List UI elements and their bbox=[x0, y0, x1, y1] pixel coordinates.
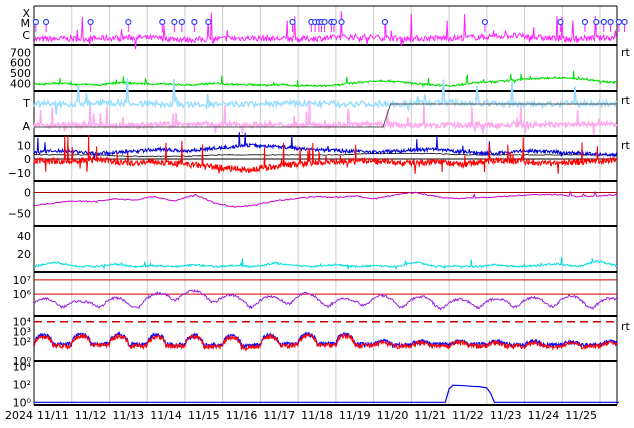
y-tick-label: X bbox=[22, 7, 30, 20]
xray-series-line bbox=[33, 11, 618, 50]
x-tick-label: 11/12 bbox=[75, 409, 107, 422]
high-energy-proton-line bbox=[34, 384, 619, 403]
flare-marker bbox=[615, 18, 622, 26]
y-tick-label: 10³ bbox=[13, 326, 31, 339]
flare-marker bbox=[607, 18, 614, 26]
x-tick-label: 11/16 bbox=[226, 409, 258, 422]
x-tick-label: 11/19 bbox=[339, 409, 371, 422]
flare-marker bbox=[191, 18, 198, 26]
flare-marker bbox=[557, 18, 564, 26]
side-marker: rt bbox=[621, 94, 631, 107]
electron-flux-line bbox=[33, 288, 618, 311]
x-tick-label: 11/15 bbox=[188, 409, 220, 422]
flare-marker bbox=[381, 18, 389, 26]
y-tick-label: A bbox=[22, 120, 30, 133]
x-tick-label: 11/13 bbox=[112, 409, 144, 422]
y-tick-label: 10⁰ bbox=[13, 355, 32, 368]
side-marker: rt bbox=[621, 46, 631, 59]
y-tick-label: 10⁷ bbox=[13, 274, 31, 287]
y-tick-label: 0 bbox=[24, 153, 31, 166]
polarity-step-line bbox=[34, 103, 617, 128]
flare-marker bbox=[321, 18, 328, 26]
proton-flux-red-line bbox=[33, 332, 618, 352]
bx-line bbox=[33, 132, 618, 159]
y-tick-label: 0 bbox=[24, 186, 31, 199]
y-tick-label: 10⁴ bbox=[13, 316, 32, 329]
flare-marker bbox=[125, 18, 132, 26]
x-tick-label: 11/18 bbox=[301, 409, 333, 422]
x-tick-label: 11/20 bbox=[377, 409, 409, 422]
x-tick-label: 11/23 bbox=[490, 409, 522, 422]
y-tick-label: −50 bbox=[8, 207, 31, 220]
flare-marker bbox=[481, 18, 489, 26]
y-tick-label: 10² bbox=[13, 378, 31, 391]
flare-marker bbox=[338, 18, 345, 26]
x-tick-label: 11/17 bbox=[263, 409, 295, 422]
flare-marker bbox=[621, 18, 628, 26]
y-tick-label: 10⁴ bbox=[13, 360, 32, 373]
bt-line bbox=[33, 152, 618, 158]
y-tick-label: 40 bbox=[17, 230, 31, 243]
y-tick-label: 500 bbox=[10, 67, 31, 80]
y-tick-label: −10 bbox=[8, 167, 31, 180]
y-tick-label: 600 bbox=[10, 57, 31, 70]
flare-marker bbox=[289, 18, 296, 26]
y-tick-label: 10 bbox=[17, 139, 31, 152]
y-tick-label: 20 bbox=[17, 248, 31, 261]
side-marker: rt bbox=[621, 139, 631, 152]
x-tick-label: 11/22 bbox=[452, 409, 484, 422]
flare-marker bbox=[159, 18, 166, 26]
dst-line bbox=[34, 190, 618, 208]
y-tick-label: M bbox=[21, 17, 31, 30]
flare-marker bbox=[581, 18, 589, 26]
wind-speed-line bbox=[33, 70, 618, 88]
flare-marker bbox=[205, 18, 212, 26]
flare-marker bbox=[42, 18, 50, 26]
flare-marker bbox=[600, 18, 607, 26]
y-tick-label: 10⁶ bbox=[13, 288, 32, 301]
toward-sector-trace bbox=[33, 78, 618, 115]
y-tick-label: 10⁰ bbox=[13, 396, 32, 409]
x-tick-label: 11/25 bbox=[565, 409, 597, 422]
bz-line bbox=[33, 134, 618, 174]
y-tick-label: 400 bbox=[10, 78, 31, 91]
flare-marker bbox=[178, 18, 186, 26]
flare-marker bbox=[330, 18, 338, 26]
x-tick-label: 11/24 bbox=[528, 409, 560, 422]
x-year-label: 2024 bbox=[5, 409, 33, 422]
flare-marker bbox=[593, 18, 600, 26]
flare-marker bbox=[171, 18, 178, 26]
y-tick-label: C bbox=[22, 29, 30, 42]
ae-line bbox=[33, 257, 618, 271]
flare-marker bbox=[87, 18, 94, 26]
away-sector-trace bbox=[33, 100, 618, 135]
y-tick-label: 700 bbox=[10, 46, 31, 59]
side-marker: rt bbox=[621, 320, 631, 333]
flare-marker bbox=[32, 18, 39, 26]
y-tick-label: T bbox=[22, 97, 30, 110]
y-tick-label: 10² bbox=[13, 335, 31, 348]
x-tick-label: 11/21 bbox=[414, 409, 446, 422]
x-tick-label: 11/14 bbox=[150, 409, 182, 422]
x-tick-label: 11/11 bbox=[37, 409, 69, 422]
